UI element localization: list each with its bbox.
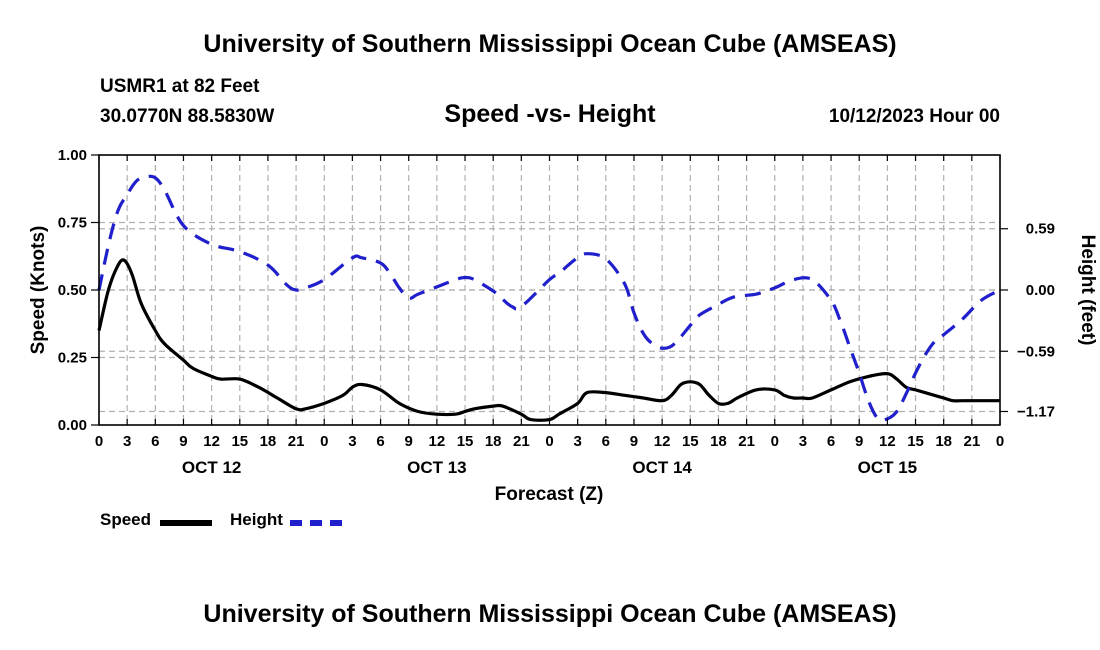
y2-tick-label: −1.17	[1017, 404, 1055, 421]
y-tick-label: 0.50	[58, 282, 87, 299]
x-tick-label: 18	[935, 433, 952, 450]
x-tick-label: 15	[907, 433, 924, 450]
x-tick-label: 15	[682, 433, 699, 450]
x-day-label: OCT 12	[182, 458, 242, 477]
x-tick-label: 18	[260, 433, 277, 450]
chart-axes: 0 3 6 9 12 15 18 21 0 3 6 9 12 15 18 21 0 3 6 9 12 15 18 21 0 3 6 9…	[58, 147, 1055, 477]
station-label: USMR1 at 82 Feet	[100, 76, 260, 97]
legend-swatch-height	[290, 520, 342, 526]
x-tick-label: 21	[738, 433, 755, 450]
station-coordinates: 30.0770N 88.5830W	[100, 106, 275, 127]
chart-subtitle: Speed -vs- Height	[444, 100, 656, 128]
x-tick-label: 6	[376, 433, 384, 450]
x-tick-label: 0	[95, 433, 103, 450]
series-line-height	[97, 174, 1001, 422]
x-tick-label: 9	[405, 433, 413, 450]
x-tick-label: 15	[457, 433, 474, 450]
x-tick-label: 12	[203, 433, 220, 450]
chart-title: University of Southern Mississippi Ocean…	[203, 30, 897, 58]
legend-label-speed: Speed	[100, 510, 152, 529]
x-tick-label: 0	[996, 433, 1004, 450]
x-tick-label: 3	[123, 433, 131, 450]
chart-grid	[99, 155, 1000, 425]
x-tick-label: 6	[602, 433, 610, 450]
series-line-speed	[97, 258, 1000, 422]
x-day-label: OCT 15	[858, 458, 918, 477]
x-tick-label: 9	[179, 433, 187, 450]
x-day-label: OCT 13	[407, 458, 467, 477]
x-tick-label: 12	[429, 433, 446, 450]
y-tick-label: 0.75	[58, 215, 87, 232]
y-axis-label: Speed (Knots)	[28, 226, 49, 355]
x-tick-label: 3	[573, 433, 581, 450]
y2-axis-label: Height (feet)	[1077, 235, 1098, 346]
x-tick-label: 3	[799, 433, 807, 450]
x-tick-label: 21	[964, 433, 981, 450]
legend-swatch-speed	[160, 520, 212, 526]
x-tick-label: 21	[513, 433, 530, 450]
x-axis-label: Forecast (Z)	[495, 484, 604, 505]
x-tick-label: 3	[348, 433, 356, 450]
y-tick-label: 0.25	[58, 350, 87, 367]
y2-tick-label: −0.59	[1017, 343, 1055, 360]
y2-tick-label: 0.00	[1026, 282, 1055, 299]
y-tick-label: 0.00	[58, 417, 87, 434]
x-tick-label: 0	[320, 433, 328, 450]
x-tick-label: 6	[827, 433, 835, 450]
y-tick-label: 1.00	[58, 147, 87, 164]
x-tick-label: 0	[771, 433, 779, 450]
x-tick-label: 12	[654, 433, 671, 450]
x-tick-label: 6	[151, 433, 159, 450]
chart-series	[97, 174, 1001, 422]
forecast-date: 10/12/2023 Hour 00	[828, 106, 1000, 127]
x-day-label: OCT 14	[632, 458, 692, 477]
legend-label-height: Height	[230, 510, 283, 529]
x-tick-label: 18	[710, 433, 727, 450]
x-tick-label: 0	[545, 433, 553, 450]
x-tick-label: 21	[288, 433, 305, 450]
x-tick-label: 9	[855, 433, 863, 450]
x-tick-label: 15	[231, 433, 248, 450]
x-tick-label: 18	[485, 433, 502, 450]
x-tick-label: 9	[630, 433, 638, 450]
x-tick-label: 12	[879, 433, 896, 450]
footer-title: University of Southern Mississippi Ocean…	[203, 600, 897, 628]
y2-tick-label: 0.59	[1026, 221, 1055, 238]
